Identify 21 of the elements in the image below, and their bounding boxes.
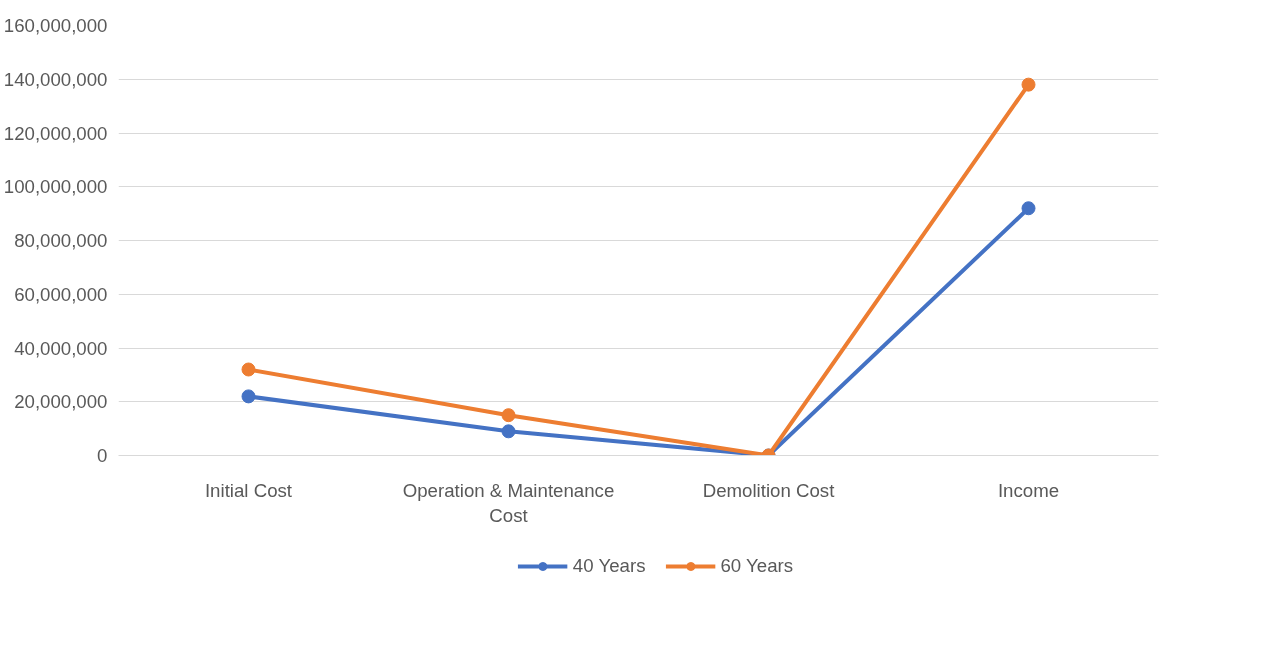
y-tick-label: 20,000,000 — [14, 391, 108, 413]
x-tick-label: Initial Cost — [204, 479, 293, 501]
y-tick-label: 120,000,000 — [3, 122, 108, 144]
point — [501, 408, 516, 423]
legend-label: 40 Years — [572, 555, 646, 577]
point — [241, 389, 256, 404]
y-tick-label: 60,000,000 — [14, 283, 108, 305]
point — [241, 362, 256, 377]
point — [1021, 201, 1036, 216]
y-tick-label: 40,000,000 — [14, 337, 108, 359]
y-tick-label: 80,000,000 — [14, 230, 108, 251]
legend-label: 60 Years — [720, 555, 794, 577]
y-tick-label: 0 — [97, 445, 108, 466]
x-tick-label: Income — [997, 479, 1060, 501]
x-tick-label: Operation & Maintenance Cost — [402, 479, 615, 526]
point — [501, 424, 516, 439]
point — [1021, 77, 1036, 92]
y-tick-label: 140,000,000 — [3, 68, 108, 90]
x-tick-label: Demolition Cost — [702, 479, 836, 501]
y-tick-label: 160,000,000 — [3, 15, 108, 36]
y-tick-label: 100,000,000 — [3, 176, 108, 198]
